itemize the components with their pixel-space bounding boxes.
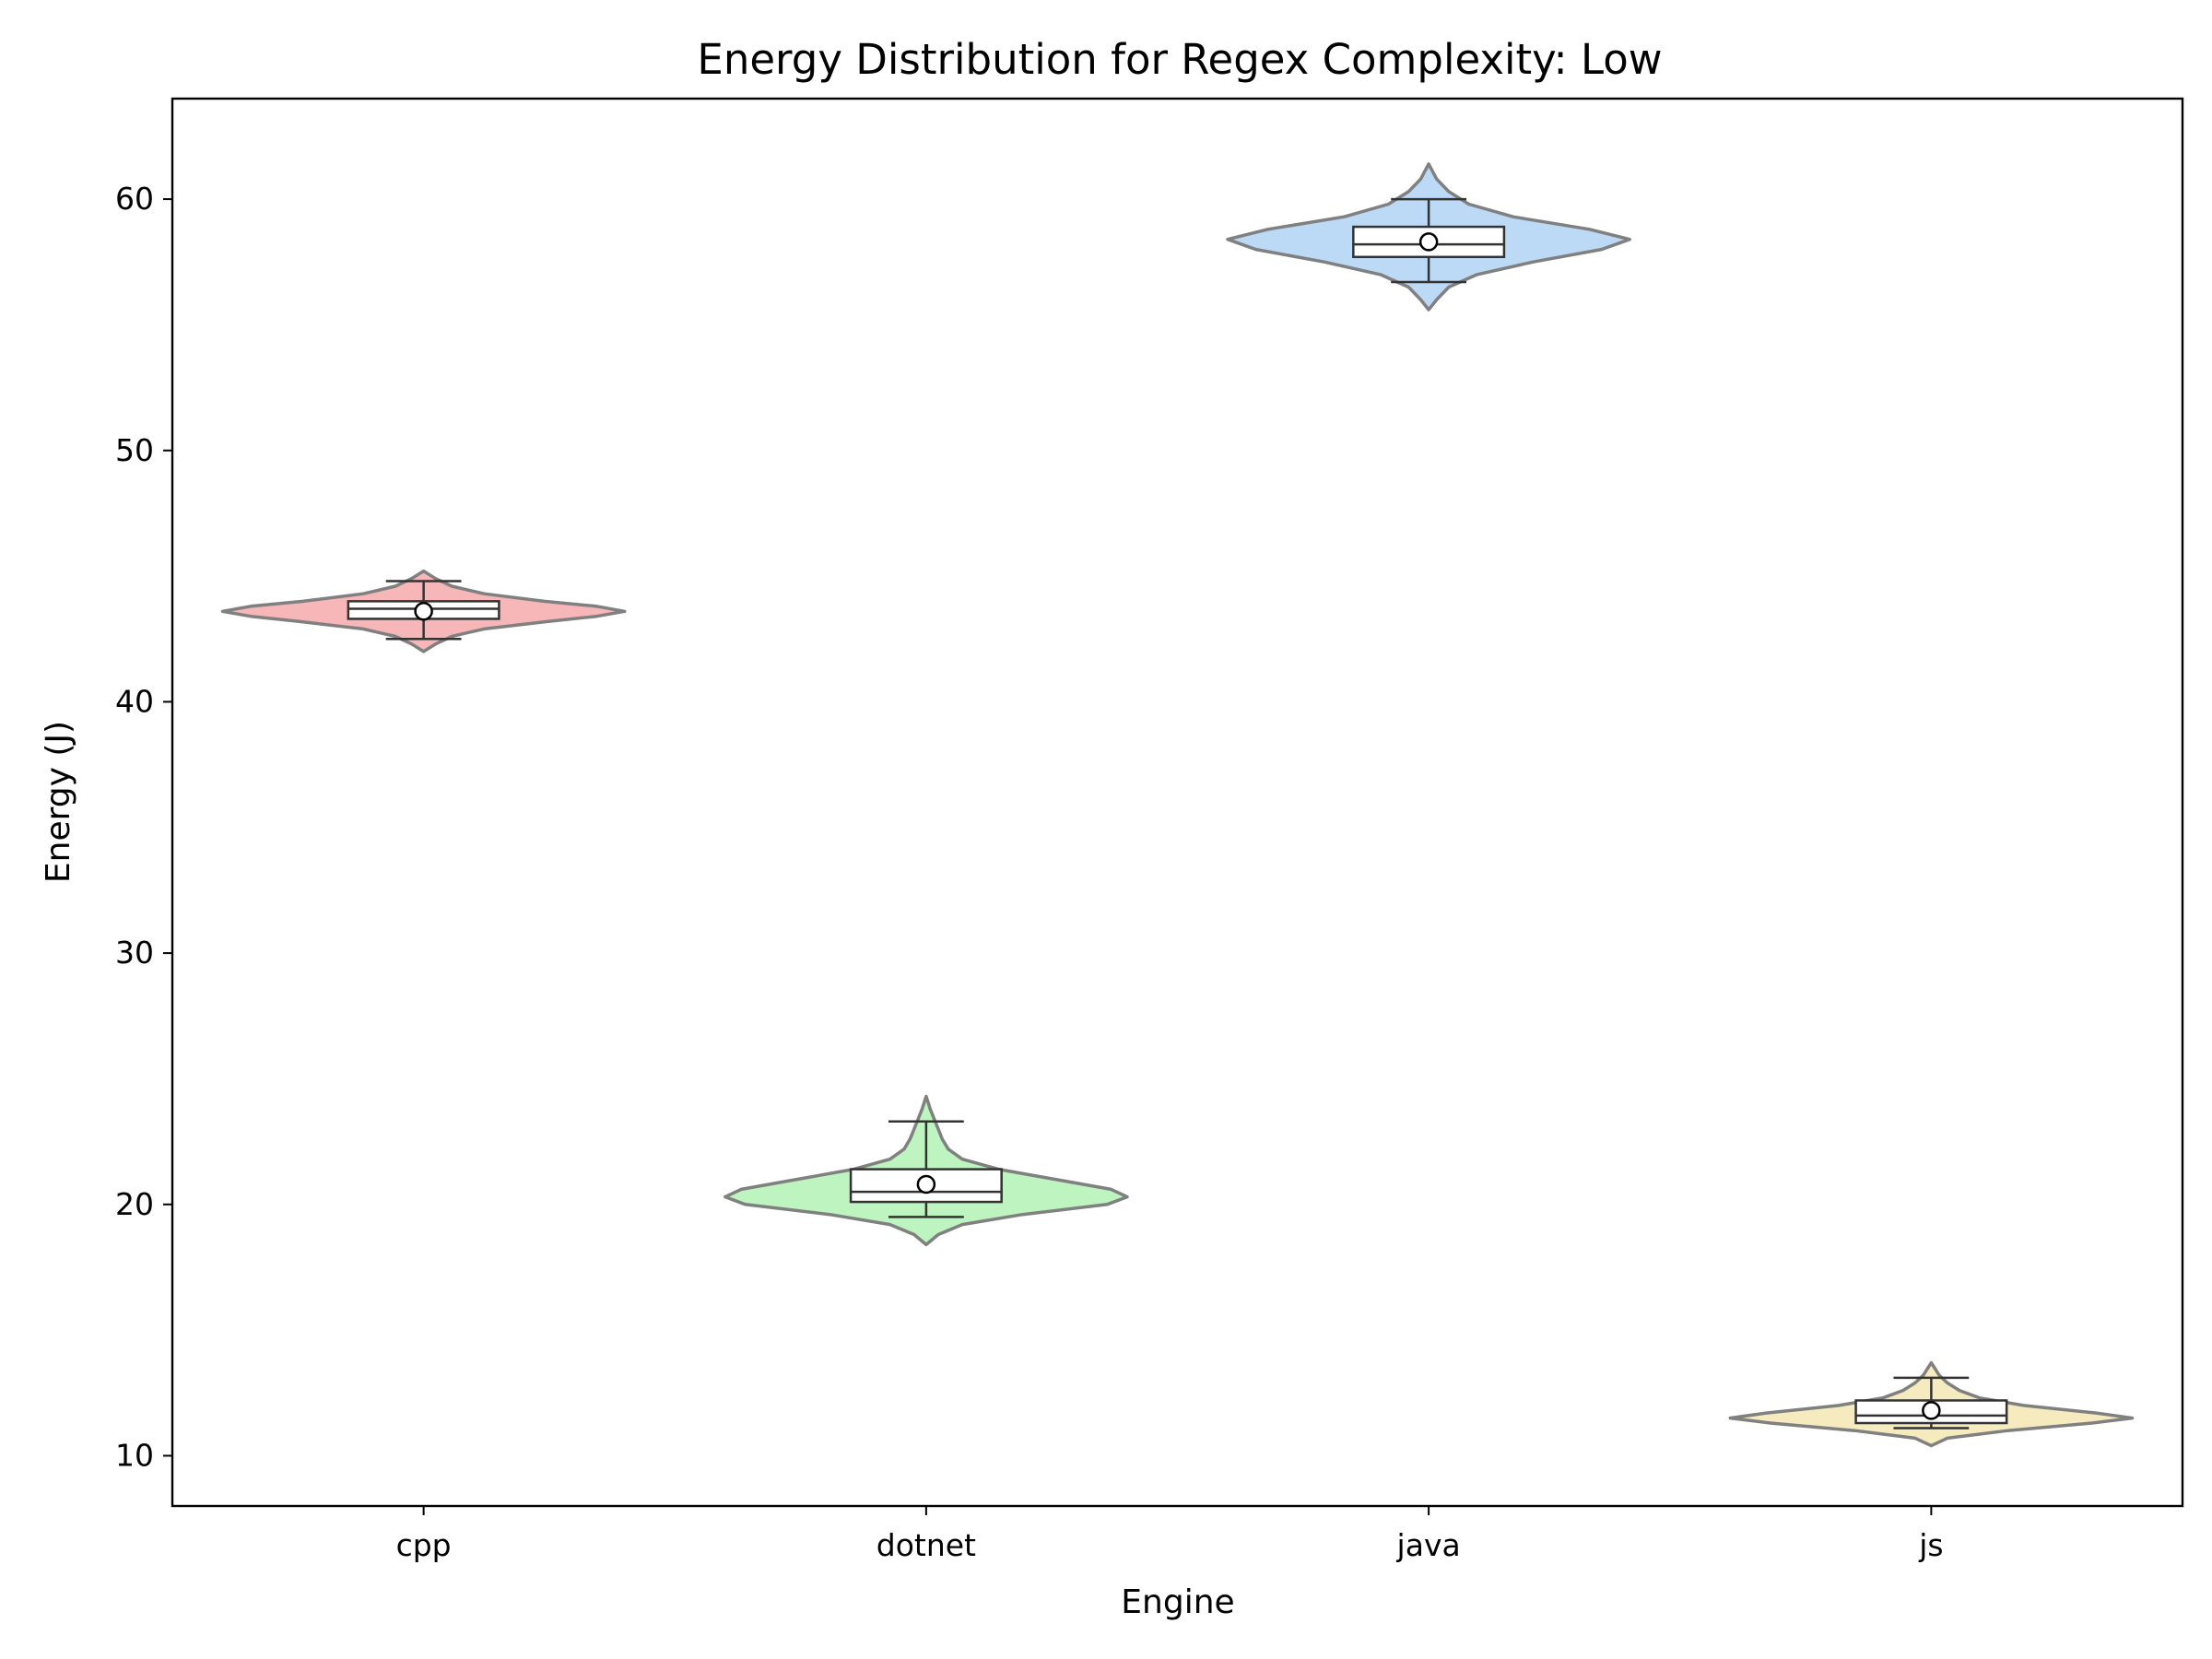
- y-tick-label: 30: [115, 935, 154, 971]
- y-tick-label: 10: [115, 1437, 154, 1473]
- boxplot-js: [1854, 1376, 2008, 1430]
- boxplots-layer: [347, 197, 2008, 1430]
- box-iqr: [1352, 225, 1506, 259]
- boxplot-dotnet: [849, 1120, 1003, 1218]
- y-tick-label: 60: [115, 181, 154, 217]
- mean-marker: [414, 602, 433, 621]
- y-tick-label: 50: [115, 432, 154, 468]
- y-axis-label: Energy (J): [40, 721, 77, 883]
- chart-title: Energy Distribution for Regex Complexity…: [697, 35, 1662, 84]
- x-axis-label: Engine: [1121, 1583, 1234, 1621]
- x-tick-label-cpp: cpp: [396, 1527, 452, 1563]
- mean-marker: [1922, 1401, 1941, 1420]
- x-tick-label-dotnet: dotnet: [877, 1527, 976, 1563]
- mean-marker: [916, 1174, 936, 1194]
- y-tick-label: 40: [115, 683, 154, 719]
- boxplot-cpp: [347, 580, 500, 641]
- mean-marker: [1418, 232, 1439, 252]
- y-axis: 10 20 30 40 50 60: [115, 181, 172, 1473]
- x-tick-label-java: java: [1396, 1527, 1461, 1563]
- boxplot-java: [1352, 197, 1506, 284]
- x-axis: cpp dotnet java js: [396, 1506, 1944, 1563]
- y-tick-label: 20: [115, 1186, 154, 1222]
- x-tick-label-js: js: [1918, 1527, 1943, 1563]
- plot-frame: [171, 97, 2184, 1508]
